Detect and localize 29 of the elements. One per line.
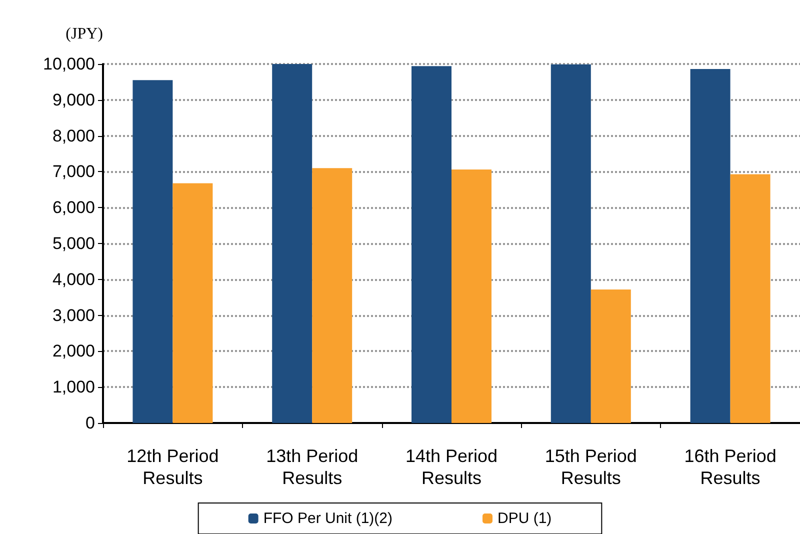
legend-label: FFO Per Unit (1)(2) [263, 510, 393, 527]
bar [452, 170, 492, 423]
x-tick-label: 12th Period Results [126, 446, 219, 488]
y-tick-label: 10,000 [43, 54, 95, 74]
y-tick-label: 8,000 [52, 126, 95, 146]
x-tick-label: 15th Period Results [544, 446, 637, 488]
y-tick-label: 2,000 [52, 342, 95, 361]
y-tick-label: 0 [86, 414, 95, 432]
bar [272, 64, 312, 423]
bar [730, 174, 770, 423]
y-tick-label: 5,000 [52, 234, 95, 253]
y-tick-label: 4,000 [52, 270, 95, 289]
bar [690, 69, 730, 423]
bar [312, 168, 352, 423]
y-tick-label: 1,000 [52, 378, 95, 397]
y-axis-title: (JPY) [66, 26, 103, 42]
y-tick-label: 6,000 [52, 198, 95, 218]
y-tick-label: 7,000 [52, 162, 95, 182]
bar [412, 66, 452, 423]
legend-label: DPU (1) [498, 510, 552, 527]
bar [590, 289, 631, 423]
x-tick-label: 13th Period Results [266, 446, 358, 488]
bar [550, 64, 591, 423]
y-tick-label: 3,000 [52, 306, 95, 325]
x-tick-label: 14th Period Results [405, 446, 498, 488]
y-tick-label: 9,000 [52, 90, 95, 110]
x-tick-label: 16th Period Results [684, 446, 776, 488]
bar [132, 80, 173, 423]
bar [172, 183, 213, 423]
